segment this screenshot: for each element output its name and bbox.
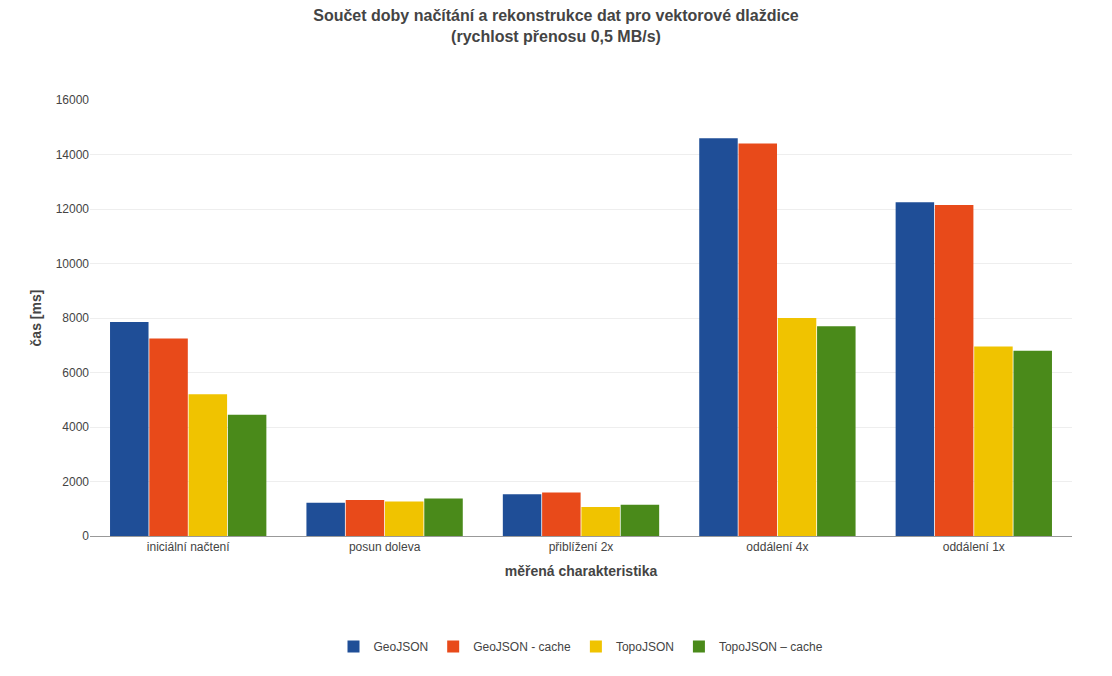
svg-text:posun doleva: posun doleva <box>349 540 421 554</box>
svg-text:8000: 8000 <box>62 311 89 325</box>
svg-text:TopoJSON – cache: TopoJSON – cache <box>719 640 823 654</box>
svg-text:oddálení 4x: oddálení 4x <box>746 540 808 554</box>
svg-text:čas [ms]: čas [ms] <box>28 290 44 347</box>
svg-text:10000: 10000 <box>56 257 90 271</box>
svg-text:Součet doby načítání a rekonst: Součet doby načítání a rekonstrukce dat … <box>313 7 799 45</box>
svg-text:měřená charakteristika: měřená charakteristika <box>505 563 658 579</box>
svg-text:6000: 6000 <box>62 366 89 380</box>
svg-text:oddálení 1x: oddálení 1x <box>943 540 1005 554</box>
svg-text:GeoJSON - cache: GeoJSON - cache <box>473 640 571 654</box>
svg-text:GeoJSON: GeoJSON <box>374 640 429 654</box>
svg-text:iniciální načtení: iniciální načtení <box>147 540 230 554</box>
svg-text:4000: 4000 <box>62 420 89 434</box>
svg-text:16000: 16000 <box>56 93 90 107</box>
svg-text:14000: 14000 <box>56 148 90 162</box>
svg-text:12000: 12000 <box>56 202 90 216</box>
svg-text:TopoJSON: TopoJSON <box>616 640 674 654</box>
svg-text:2000: 2000 <box>62 475 89 489</box>
svg-text:0: 0 <box>82 529 89 543</box>
svg-text:přiblížení 2x: přiblížení 2x <box>549 540 614 554</box>
